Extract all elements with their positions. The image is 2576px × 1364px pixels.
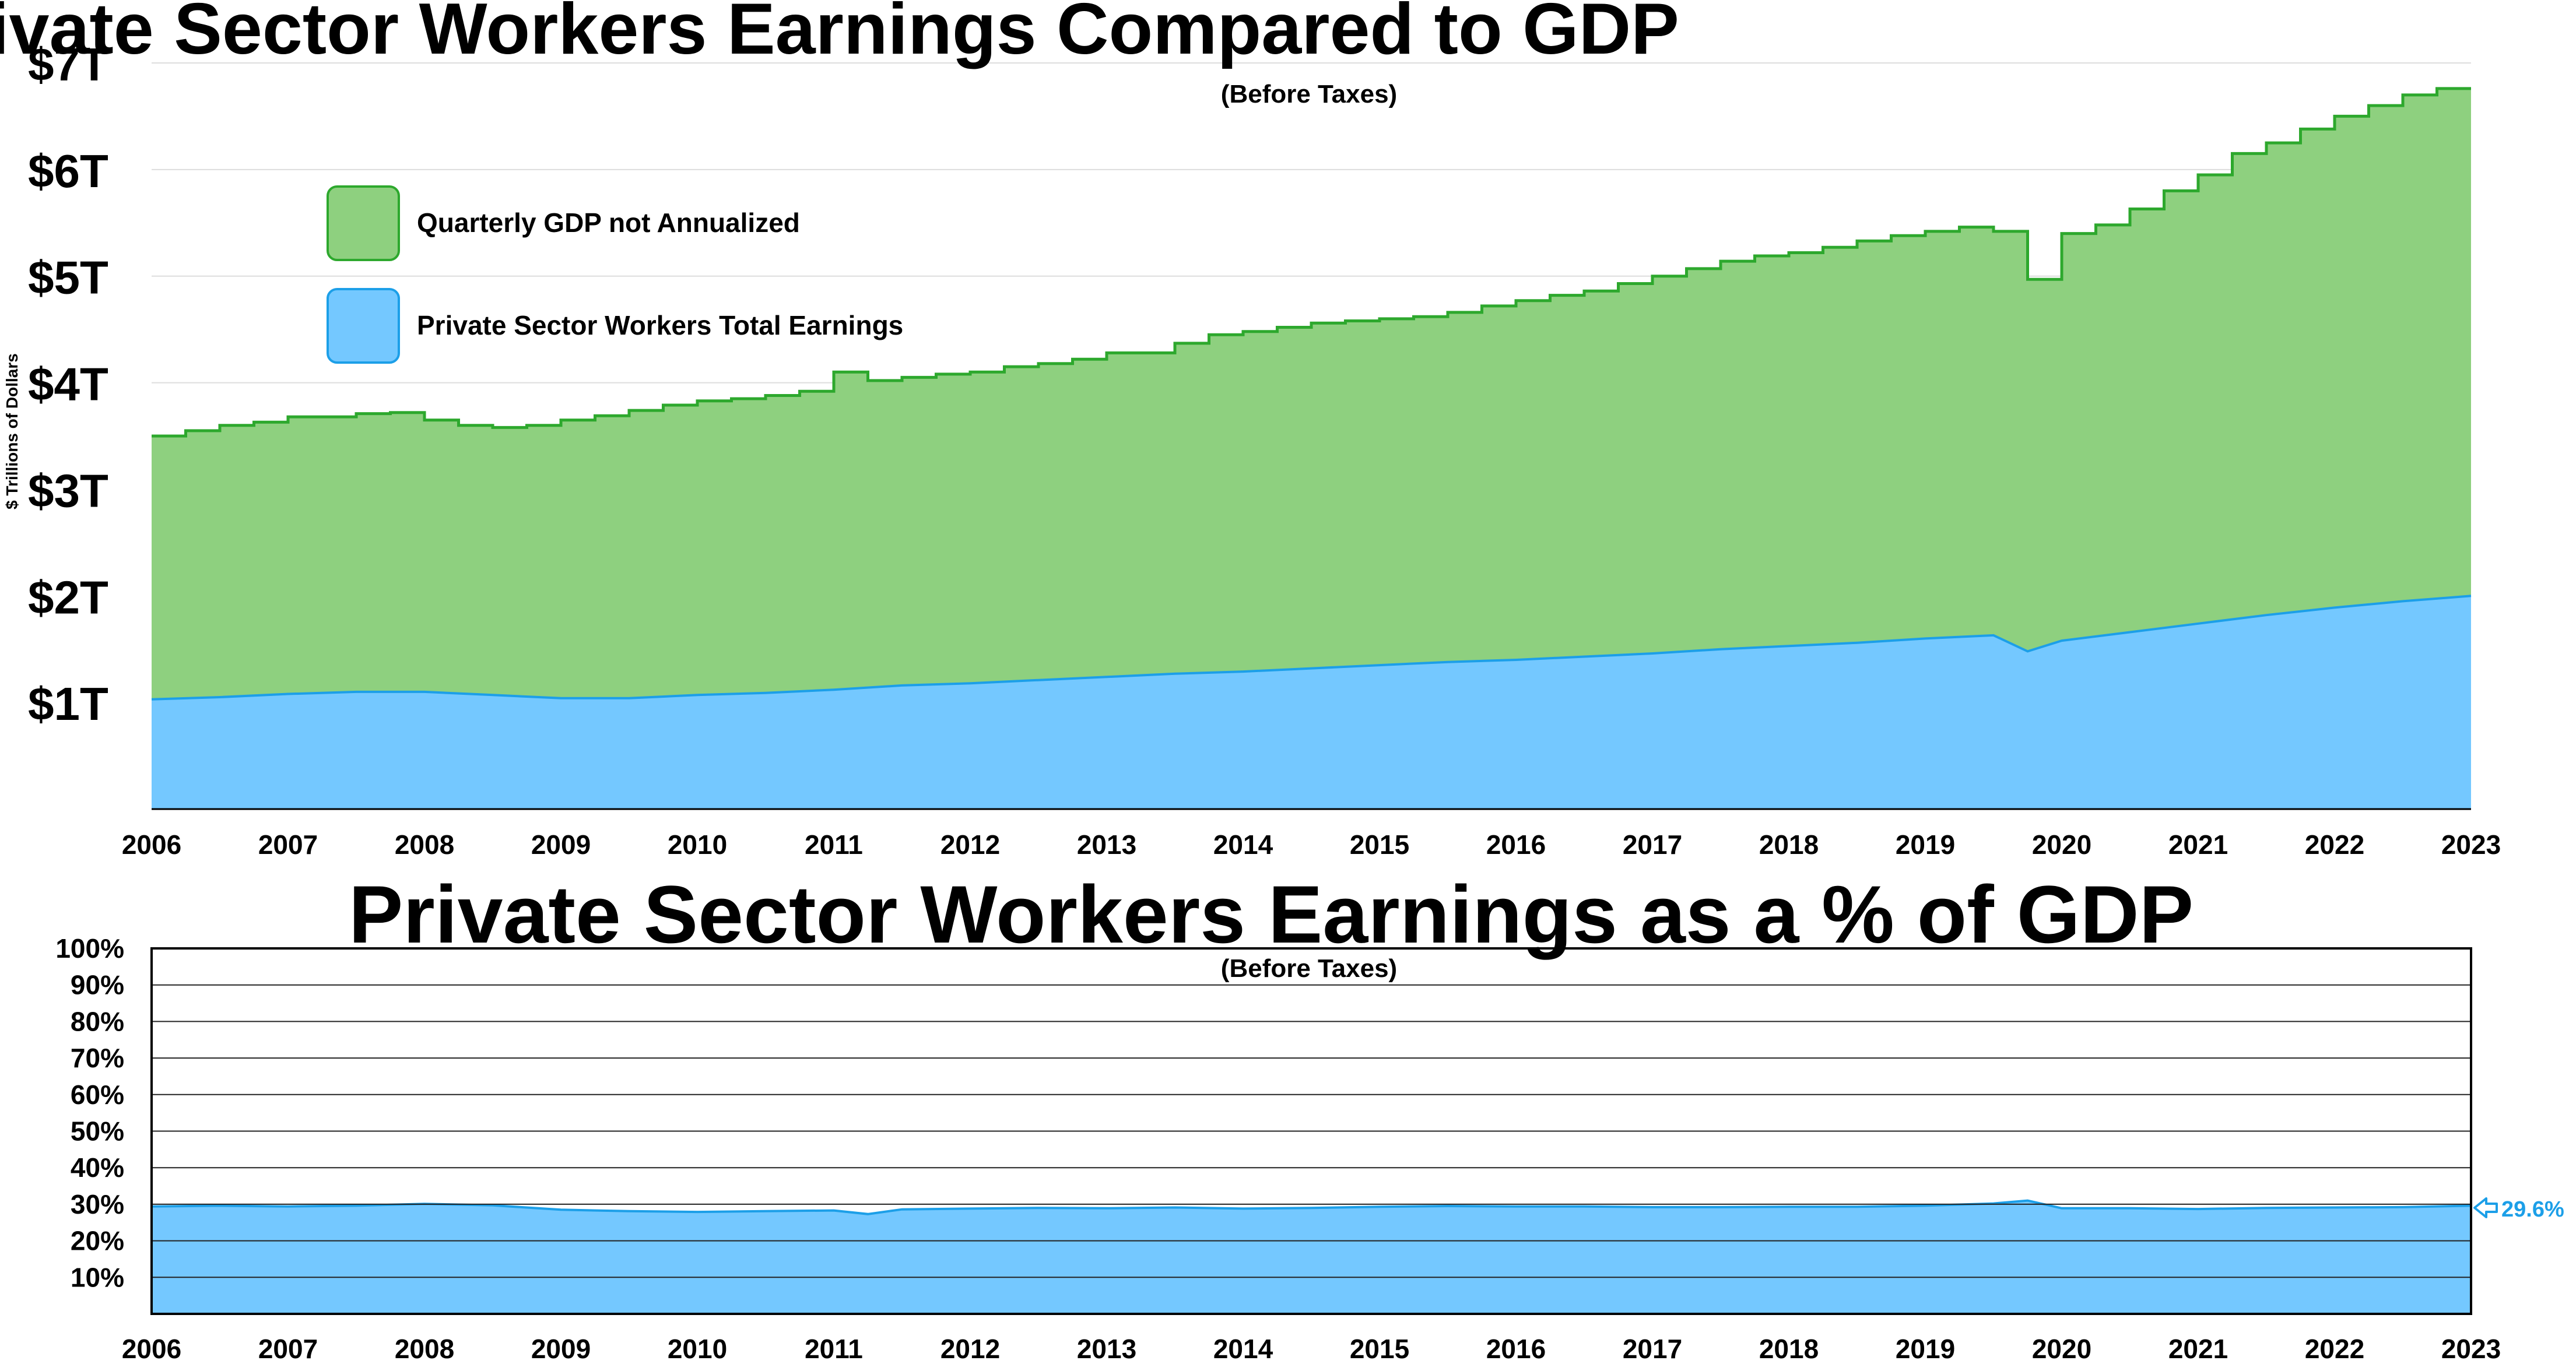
bottom-chart-subtitle: (Before Taxes): [1221, 954, 1397, 983]
top-y-tick-label: $2T: [28, 571, 108, 623]
top-x-tick-label: 2013: [1077, 829, 1136, 860]
bottom-x-tick-label: 2017: [1623, 1334, 1682, 1364]
top-x-tick-label: 2017: [1623, 829, 1682, 860]
bottom-x-tick-labels: 2006 2007 2008 2009 2010 2011 2012 2013 2014 2015…: [122, 1334, 2501, 1364]
gdp-area: [152, 88, 2471, 809]
top-x-tick-label: 2015: [1350, 829, 1409, 860]
percent-area: [152, 1200, 2471, 1314]
bottom-y-tick-label: 30%: [71, 1189, 124, 1219]
legend: Quarterly GDP not Annualized Private Sec…: [327, 185, 903, 364]
top-x-tick-label: 2020: [2032, 829, 2091, 860]
top-chart-subtitle: (Before Taxes): [1221, 80, 1397, 108]
top-x-tick-label: 2021: [2168, 829, 2228, 860]
bottom-plot-frame: [150, 947, 2472, 1315]
bottom-y-tick-label: 10%: [71, 1262, 124, 1292]
bottom-y-tick-label: 70%: [71, 1043, 124, 1073]
bottom-x-tick-label: 2011: [805, 1334, 863, 1364]
top-x-tick-label: 2023: [2441, 829, 2501, 860]
bottom-x-tick-label: 2007: [258, 1334, 318, 1364]
bottom-y-tick-labels: 10% 20% 30% 40% 50% 60% 70% 80% 90% 100%: [55, 933, 124, 1292]
bottom-y-tick-label: 100%: [55, 933, 124, 964]
top-y-tick-label: $5T: [28, 252, 108, 304]
top-areas: [151, 87, 2472, 810]
top-x-tick-label: 2018: [1759, 829, 1819, 860]
bottom-x-tick-label: 2016: [1486, 1334, 1546, 1364]
bottom-y-tick-label: 90%: [71, 970, 124, 1000]
bottom-x-tick-label: 2020: [2032, 1334, 2091, 1364]
bottom-y-tick-label: 60%: [71, 1080, 124, 1110]
bottom-gridlines: [152, 984, 2471, 1278]
top-y-tick-label: $4T: [28, 358, 108, 410]
bottom-x-tick-label: 2014: [1213, 1334, 1273, 1364]
gdp-line: [152, 87, 2471, 438]
legend-swatch-gdp: [327, 185, 400, 261]
legend-label-earnings: Private Sector Workers Total Earnings: [417, 310, 903, 340]
bottom-y-tick-label: 80%: [71, 1006, 124, 1036]
earnings-area: [152, 596, 2471, 809]
top-x-tick-label: 2012: [940, 829, 1000, 860]
top-x-tick-labels: 2006 2007 2008 2009 2010 2011 2012 2013 2014 2015…: [122, 829, 2501, 860]
top-x-tick-label: 2009: [531, 829, 591, 860]
gdp-earnings-chart: $1T$2T$3T$4T$5T$6T$7T 2006 2007 2008 2009 20…: [0, 0, 2501, 860]
bottom-x-tick-label: 2006: [122, 1334, 181, 1364]
top-x-tick-label: 2019: [1896, 829, 1955, 860]
top-x-tick-label: 2016: [1486, 829, 1546, 860]
left-arrow-icon: [2473, 1197, 2498, 1218]
current-value-annotation: 29.6%: [2473, 1197, 2564, 1222]
bottom-chart-title: Private Sector Workers Earnings as a % o…: [349, 869, 2194, 960]
bottom-x-tick-label: 2009: [531, 1334, 591, 1364]
top-x-tick-label: 2007: [258, 829, 318, 860]
top-y-tick-label: $6T: [28, 145, 108, 197]
bottom-x-tick-label: 2023: [2441, 1334, 2501, 1364]
bottom-x-tick-label: 2015: [1350, 1334, 1409, 1364]
bottom-x-tick-label: 2013: [1077, 1334, 1136, 1364]
top-y-tick-label: $3T: [28, 465, 108, 516]
bottom-y-tick-label: 50%: [71, 1116, 124, 1147]
bottom-x-tick-label: 2022: [2305, 1334, 2364, 1364]
top-x-tick-label: 2022: [2305, 829, 2364, 860]
bottom-x-tick-label: 2018: [1759, 1334, 1819, 1364]
bottom-x-tick-label: 2012: [940, 1334, 1000, 1364]
bottom-x-tick-label: 2008: [395, 1334, 454, 1364]
top-x-tick-label: 2006: [122, 829, 181, 860]
legend-swatch-earnings: [327, 288, 400, 364]
bottom-x-tick-label: 2019: [1896, 1334, 1955, 1364]
top-y-axis-label: $ Trillions of Dollars: [3, 353, 21, 509]
percent-line: [151, 1199, 2472, 1215]
bottom-y-tick-label: 40%: [71, 1152, 124, 1183]
top-y-tick-labels: $1T $2T $3T $4T $5T $6T $7T: [28, 38, 108, 730]
top-chart-title: Private Sector Workers Earnings Compared…: [0, 0, 1679, 69]
top-y-tick-label: $1T: [28, 678, 108, 730]
top-x-tick-label: 2008: [395, 829, 454, 860]
legend-label-gdp: Quarterly GDP not Annualized: [417, 208, 800, 238]
top-y-tick-label: $7T: [28, 38, 108, 90]
top-x-tick-label: 2014: [1213, 829, 1273, 860]
current-value-label: 29.6%: [2501, 1197, 2564, 1222]
bottom-y-tick-label: 20%: [71, 1226, 124, 1256]
earnings-line: [151, 595, 2472, 701]
percent-of-gdp-chart: 10% 20% 30% 40% 50% 60% 70% 80% 90% 100% 2006 2007…: [55, 869, 2564, 1364]
bottom-x-tick-label: 2021: [2168, 1334, 2228, 1364]
top-x-tick-label: 2011: [805, 829, 863, 860]
bottom-x-tick-label: 2010: [668, 1334, 727, 1364]
top-x-tick-label: 2010: [668, 829, 727, 860]
bottom-areas: [151, 1199, 2472, 1314]
